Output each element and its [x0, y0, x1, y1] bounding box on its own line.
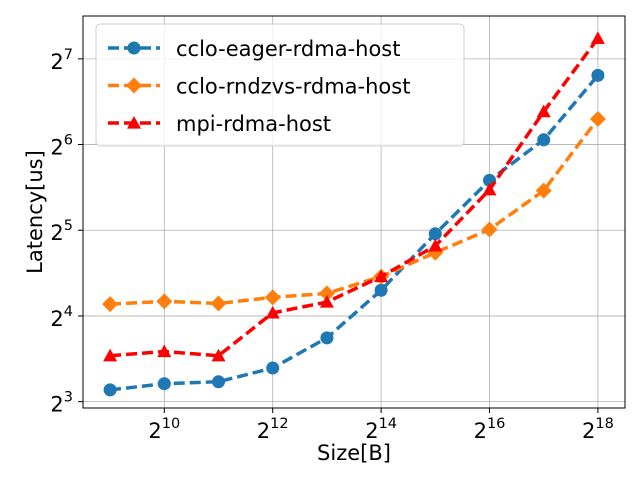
legend-marker [127, 41, 141, 55]
data-point [428, 238, 443, 252]
legend-entry-cclo-rndzvs: cclo-rndzvs-rdma-host [108, 75, 410, 99]
data-point [156, 293, 173, 310]
y-tick-base: 2 [50, 221, 63, 245]
legend-label-cclo-rndzvs: cclo-rndzvs-rdma-host [176, 75, 410, 99]
x-tick-base: 2 [257, 419, 270, 443]
plot-area-frame [82, 15, 626, 409]
x-tick-label: 218 [582, 416, 614, 443]
data-point [374, 283, 388, 297]
data-point [318, 285, 335, 302]
y-tick-label: 23 [50, 390, 73, 417]
x-tick-base: 2 [474, 419, 487, 443]
data-point [319, 295, 334, 308]
x-tick-exponent: 12 [270, 416, 288, 432]
y-tick-exponent: 6 [64, 133, 73, 149]
data-point [590, 31, 605, 45]
data-point [103, 348, 118, 362]
series-line [110, 117, 600, 306]
x-tick-label: 212 [257, 416, 289, 443]
y-tick-label: 25 [50, 218, 73, 245]
x-tick-exponent: 18 [595, 416, 613, 432]
y-tick-base: 2 [50, 136, 63, 160]
legend: cclo-eager-rdma-host cclo-rndzvs-rdma-ho… [95, 23, 465, 147]
x-tick-base: 2 [148, 419, 161, 443]
legend-entry-mpi: mpi-rdma-host [108, 112, 331, 136]
legend-entry-cclo-eager: cclo-eager-rdma-host [108, 37, 400, 61]
legend-marker [126, 77, 142, 94]
y-axis-label: Latency[us] [23, 150, 47, 274]
data-point [535, 182, 552, 199]
data-point [591, 68, 605, 82]
data-point [374, 269, 389, 283]
y-tick-label: 26 [50, 133, 73, 160]
data-point [481, 221, 498, 238]
x-tick-label: 210 [148, 416, 180, 443]
y-tick-base: 2 [50, 393, 63, 417]
data-point [157, 344, 172, 358]
x-tick-exponent: 14 [379, 416, 397, 432]
y-tick-exponent: 5 [64, 218, 73, 234]
series-mpi-rdma-host [103, 31, 605, 362]
x-tick-label: 214 [365, 416, 397, 443]
data-point [589, 110, 606, 127]
y-tick-exponent: 3 [64, 390, 73, 406]
legend-label-mpi: mpi-rdma-host [176, 112, 331, 136]
x-tick-base: 2 [582, 419, 595, 443]
data-point [536, 104, 551, 118]
data-point [157, 377, 171, 391]
y-tick-exponent: 7 [64, 47, 73, 63]
x-tick-exponent: 10 [162, 416, 180, 432]
series-line [109, 37, 600, 358]
y-tick-base: 2 [50, 307, 63, 331]
x-axis-label: Size[B] [317, 441, 391, 465]
data-point [537, 133, 551, 147]
data-point [320, 331, 334, 345]
series-layer [102, 31, 606, 397]
legend-marker [127, 116, 141, 129]
series-line [109, 74, 600, 392]
y-tick-label: 27 [50, 47, 73, 74]
data-point [428, 227, 442, 241]
y-tick-label: 24 [50, 304, 73, 331]
series-cclo-eager-rdma-host [103, 68, 605, 397]
data-point [211, 348, 226, 362]
y-tick-exponent: 4 [64, 304, 73, 320]
data-point [264, 289, 281, 306]
data-point [210, 295, 227, 312]
x-tick-base: 2 [365, 419, 378, 443]
data-point [102, 296, 119, 313]
legend-label-cclo-eager: cclo-eager-rdma-host [176, 37, 400, 61]
y-tick-base: 2 [50, 50, 63, 74]
data-point [482, 182, 497, 196]
x-tick-exponent: 16 [487, 416, 505, 432]
x-axis-ticks: 210 212 214 216 218 [148, 408, 614, 443]
data-point [266, 361, 280, 375]
x-tick-label: 216 [474, 416, 506, 443]
legend-box [95, 23, 465, 147]
data-point [265, 305, 280, 319]
data-point [212, 375, 226, 389]
data-point [103, 383, 117, 397]
